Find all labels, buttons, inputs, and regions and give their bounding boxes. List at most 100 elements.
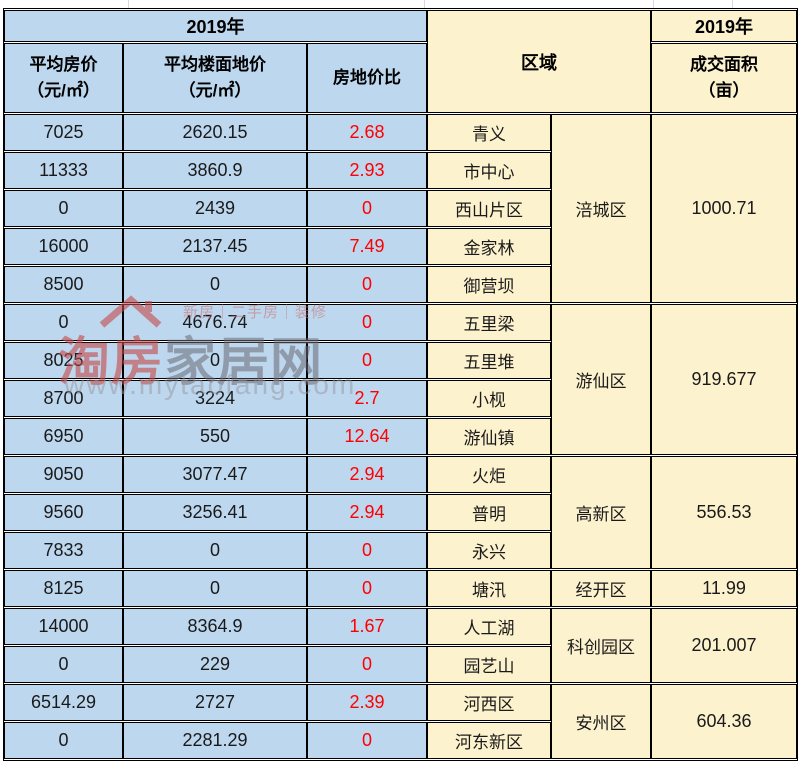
land-price-cell: 550 — [123, 418, 307, 455]
price-cell: 0 — [4, 190, 123, 227]
price-cell: 8700 — [4, 380, 123, 417]
land-price-cell: 2620.15 — [123, 114, 307, 151]
district-cell: 游仙镇 — [427, 418, 551, 455]
area-cell: 556.53 — [651, 456, 797, 569]
ratio-cell: 0 — [307, 342, 427, 379]
land-price-cell: 2137.45 — [123, 228, 307, 265]
gridline-stub — [424, 0, 425, 8]
land-price-cell: 3077.47 — [123, 456, 307, 493]
district-cell: 御营坝 — [427, 266, 551, 303]
area-cell: 11.99 — [651, 570, 797, 607]
price-cell: 8500 — [4, 266, 123, 303]
region-cell: 游仙区 — [551, 304, 651, 455]
ratio-cell: 0 — [307, 570, 427, 607]
area-cell: 1000.71 — [651, 114, 797, 303]
ratio-cell: 2.94 — [307, 494, 427, 531]
gridline-stub — [128, 0, 129, 8]
ratio-cell: 7.49 — [307, 228, 427, 265]
column-header-price-ratio: 房地价比 — [307, 43, 427, 113]
land-price-cell: 3224 — [123, 380, 307, 417]
land-price-cell: 0 — [123, 532, 307, 569]
district-cell: 五里堆 — [427, 342, 551, 379]
price-cell: 6950 — [4, 418, 123, 455]
area-cell: 919.677 — [651, 304, 797, 455]
ratio-cell: 0 — [307, 532, 427, 569]
gridline-stub — [653, 0, 654, 8]
region-cell: 安州区 — [551, 684, 651, 759]
header-row-columns: 平均房价 （元/㎡） 平均楼面地价 （元/㎡） 房地价比 成交面积 （亩） — [4, 43, 797, 113]
ratio-cell: 0 — [307, 722, 427, 759]
year-header-right: 2019年 — [651, 10, 797, 42]
price-cell: 16000 — [4, 228, 123, 265]
price-cell: 8025 — [4, 342, 123, 379]
ratio-cell: 0 — [307, 646, 427, 683]
district-cell: 永兴 — [427, 532, 551, 569]
ratio-cell: 12.64 — [307, 418, 427, 455]
district-cell: 人工湖 — [427, 608, 551, 645]
price-cell: 8125 — [4, 570, 123, 607]
land-price-cell: 4676.74 — [123, 304, 307, 341]
ratio-cell: 1.67 — [307, 608, 427, 645]
land-price-cell: 229 — [123, 646, 307, 683]
land-price-table: 2019年 区域 2019年 平均房价 （元/㎡） 平均楼面地价 （元/㎡） 房… — [3, 8, 798, 761]
district-cell: 塘汛 — [427, 570, 551, 607]
land-price-cell: 3860.9 — [123, 152, 307, 189]
district-cell: 河东新区 — [427, 722, 551, 759]
area-cell: 604.36 — [651, 684, 797, 759]
district-cell: 火炬 — [427, 456, 551, 493]
district-cell: 小枧 — [427, 380, 551, 417]
price-cell: 0 — [4, 722, 123, 759]
district-cell: 市中心 — [427, 152, 551, 189]
price-cell: 6514.29 — [4, 684, 123, 721]
land-price-cell: 2439 — [123, 190, 307, 227]
land-price-cell: 0 — [123, 342, 307, 379]
ratio-cell: 2.68 — [307, 114, 427, 151]
gridline-stub — [732, 0, 733, 8]
price-cell: 9050 — [4, 456, 123, 493]
price-cell: 9560 — [4, 494, 123, 531]
region-cell: 科创园区 — [551, 608, 651, 683]
land-price-cell: 3256.41 — [123, 494, 307, 531]
spreadsheet-area: 2019年 区域 2019年 平均房价 （元/㎡） 平均楼面地价 （元/㎡） 房… — [3, 8, 798, 761]
district-cell: 五里梁 — [427, 304, 551, 341]
header-row-year: 2019年 区域 2019年 — [4, 10, 797, 42]
ratio-cell: 2.93 — [307, 152, 427, 189]
column-header-deal-area: 成交面积 （亩） — [651, 43, 797, 113]
land-price-cell: 0 — [123, 570, 307, 607]
price-cell: 7025 — [4, 114, 123, 151]
price-cell: 0 — [4, 304, 123, 341]
region-cell: 高新区 — [551, 456, 651, 569]
ratio-cell: 0 — [307, 304, 427, 341]
price-cell: 14000 — [4, 608, 123, 645]
district-cell: 西山片区 — [427, 190, 551, 227]
district-cell: 普明 — [427, 494, 551, 531]
price-cell: 0 — [4, 646, 123, 683]
ratio-cell: 2.39 — [307, 684, 427, 721]
ratio-cell: 0 — [307, 190, 427, 227]
price-cell: 11333 — [4, 152, 123, 189]
column-header-avg-house-price: 平均房价 （元/㎡） — [4, 43, 123, 113]
price-cell: 7833 — [4, 532, 123, 569]
region-cell: 经开区 — [551, 570, 651, 607]
ratio-cell: 2.94 — [307, 456, 427, 493]
region-header: 区域 — [427, 10, 651, 113]
ratio-cell: 2.7 — [307, 380, 427, 417]
column-header-avg-floor-land-price: 平均楼面地价 （元/㎡） — [123, 43, 307, 113]
land-price-cell: 2281.29 — [123, 722, 307, 759]
land-price-cell: 8364.9 — [123, 608, 307, 645]
region-cell: 涪城区 — [551, 114, 651, 303]
area-cell: 201.007 — [651, 608, 797, 683]
district-cell: 河西区 — [427, 684, 551, 721]
land-price-cell: 2727 — [123, 684, 307, 721]
ratio-cell: 0 — [307, 266, 427, 303]
year-header-left: 2019年 — [4, 10, 427, 42]
district-cell: 园艺山 — [427, 646, 551, 683]
land-price-cell: 0 — [123, 266, 307, 303]
